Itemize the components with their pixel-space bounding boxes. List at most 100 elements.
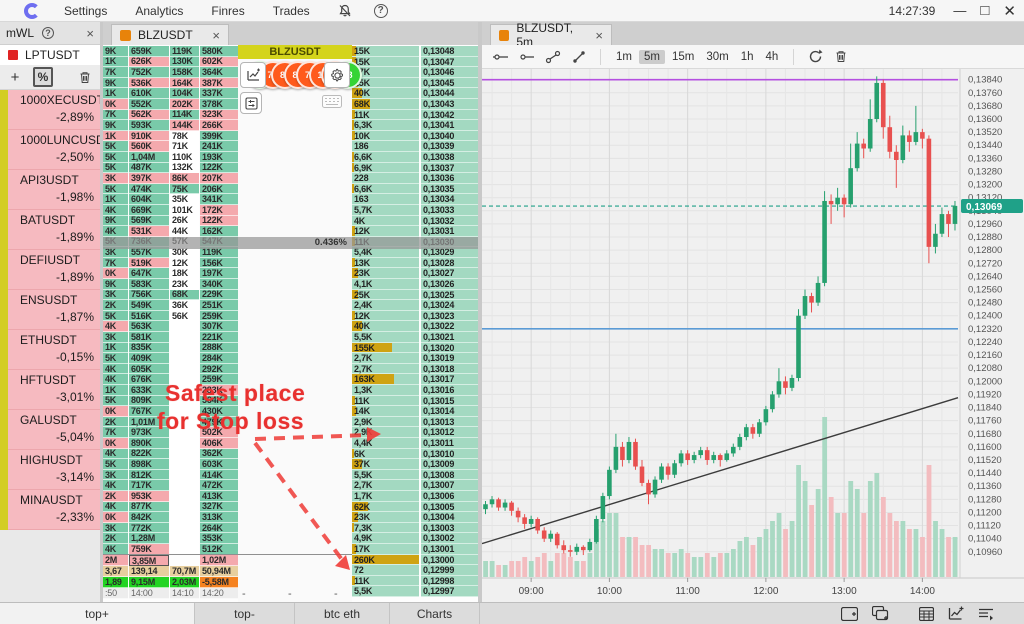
- watchlist-item[interactable]: HFTUSDT -3,01%: [8, 370, 100, 410]
- ladder-size-cell[interactable]: 1,3K: [352, 385, 419, 396]
- watchlist-help-icon[interactable]: ?: [42, 27, 54, 39]
- ladder-price-cell[interactable]: 0,13045: [421, 77, 478, 89]
- horizontal-line-tool-icon[interactable]: [516, 48, 538, 66]
- reload-icon[interactable]: [804, 48, 826, 66]
- ladder-size-cell[interactable]: 11K: [352, 395, 419, 407]
- ladder-size-cell[interactable]: 25K: [352, 77, 419, 89]
- ladder-size-cell[interactable]: 15K: [352, 56, 419, 68]
- ladder-size-cell[interactable]: 4K: [352, 215, 419, 227]
- ladder-size-cell[interactable]: 23K: [352, 512, 419, 523]
- ladder-size-cell[interactable]: 11K: [352, 109, 419, 121]
- ladder-price-cell[interactable]: 0,13006: [421, 490, 478, 502]
- watchlist-item[interactable]: API3USDT -1,98%: [8, 170, 100, 210]
- trend-line-tool-icon[interactable]: [542, 48, 564, 66]
- menu-item-finres[interactable]: Finres: [211, 3, 245, 18]
- ladder-size-cell[interactable]: 2,4K: [352, 300, 419, 311]
- ladder-size-cell[interactable]: 5,5K: [352, 586, 419, 597]
- ladder-size-cell[interactable]: 163K: [352, 374, 419, 385]
- ladder-price-cell[interactable]: 0,13024: [421, 300, 478, 311]
- ladder-size-cell[interactable]: 2,9K: [352, 427, 419, 438]
- ladder-size-cell[interactable]: 163: [352, 194, 419, 205]
- timeframe-15m[interactable]: 15m: [671, 50, 695, 63]
- open-chart-button[interactable]: [240, 62, 266, 88]
- ladder-price-cell[interactable]: 0,13010: [421, 448, 478, 460]
- ladder-size-cell[interactable]: 5,5K: [352, 332, 419, 343]
- ladder-size-cell[interactable]: 40K: [352, 88, 419, 99]
- ladder-size-cell[interactable]: 17K: [352, 67, 419, 78]
- notifications-muted-icon[interactable]: [334, 2, 356, 20]
- ladder-price-cell[interactable]: 0,13014: [421, 406, 478, 417]
- watchlist-item[interactable]: GALUSDT -5,04%: [8, 410, 100, 450]
- add-window-icon[interactable]: [872, 606, 889, 621]
- ladder-price-cell[interactable]: 0,13038: [421, 151, 478, 163]
- ladder-price-cell[interactable]: 0,13013: [421, 416, 478, 428]
- ladder-size-cell[interactable]: 155K: [352, 342, 419, 354]
- menu-item-trades[interactable]: Trades: [272, 3, 310, 18]
- ladder-price-cell[interactable]: 0,13001: [421, 543, 478, 555]
- ladder-price-cell[interactable]: 0,13018: [421, 363, 478, 375]
- ladder-size-cell[interactable]: 7,3K: [352, 522, 419, 534]
- ladder-price-cell[interactable]: 0,12997: [421, 586, 478, 597]
- ladder-price-cell[interactable]: 0,13012: [421, 427, 478, 438]
- ladder-price-cell[interactable]: 0,13034: [421, 194, 478, 205]
- ladder-size-cell[interactable]: 5,4K: [352, 247, 419, 258]
- add-symbol-button[interactable]: +: [10, 68, 20, 86]
- ladder-price-cell[interactable]: 0,13048: [421, 46, 478, 57]
- ladder-price-cell[interactable]: 0,13036: [421, 173, 478, 184]
- add-panel-icon[interactable]: [841, 606, 858, 621]
- ladder-size-cell[interactable]: 25K: [352, 289, 419, 301]
- delete-icon[interactable]: [75, 67, 95, 87]
- ladder-price-cell[interactable]: 0,13032: [421, 215, 478, 227]
- clear-drawings-trash-icon[interactable]: [830, 48, 852, 66]
- menu-item-settings[interactable]: Settings: [64, 3, 108, 18]
- ladder-price-cell[interactable]: 0,13002: [421, 533, 478, 544]
- ladder-size-cell[interactable]: 68K: [352, 98, 419, 110]
- pinned-symbol-row[interactable]: LPTUSDT: [0, 45, 100, 65]
- ladder-price-cell[interactable]: 0,13033: [421, 204, 478, 216]
- ladder-price-cell[interactable]: 0,13042: [421, 109, 478, 121]
- ladder-size-cell[interactable]: 40K: [352, 321, 419, 333]
- timeframe-30m[interactable]: 30m: [706, 50, 729, 63]
- ladder-price-cell[interactable]: 0,13027: [421, 268, 478, 280]
- watchlist-item[interactable]: ENSUSDT -1,87%: [8, 290, 100, 330]
- ladder-price-cell[interactable]: 0,13040: [421, 130, 478, 142]
- workspace-tab-btceth[interactable]: btc eth: [295, 603, 390, 624]
- timeframe-1h[interactable]: 1h: [740, 50, 754, 63]
- workspace-tab-Charts[interactable]: Charts: [390, 603, 480, 624]
- watchlist-item[interactable]: ETHUSDT -0,15%: [8, 330, 100, 370]
- ladder-size-cell[interactable]: 15K: [352, 46, 419, 57]
- watchlist-item[interactable]: BATUSDT -1,89%: [8, 210, 100, 250]
- ladder-price-cell[interactable]: 0,13019: [421, 353, 478, 364]
- ladder-size-cell[interactable]: 4,9K: [352, 533, 419, 544]
- ladder-price-cell[interactable]: 0,13008: [421, 469, 478, 481]
- ladder-size-cell[interactable]: 37K: [352, 459, 419, 470]
- ladder-size-cell[interactable]: 10K: [352, 130, 419, 142]
- chart-tab[interactable]: BLZUSDT, 5m ×: [490, 21, 612, 49]
- ladder-price-cell[interactable]: 0,13039: [421, 141, 478, 152]
- ladder-price-cell[interactable]: 0,13015: [421, 395, 478, 407]
- close-window-button[interactable]: ✕: [1003, 2, 1016, 20]
- ladder-size-cell[interactable]: 2,7K: [352, 480, 419, 491]
- ladder-price-cell[interactable]: 0,13017: [421, 374, 478, 385]
- ladder-size-cell[interactable]: 5,7K: [352, 204, 419, 216]
- ladder-price-cell[interactable]: 0,13023: [421, 310, 478, 322]
- watchlist-item[interactable]: MINAUSDT -2,33%: [8, 490, 100, 530]
- dom-tab-close-icon[interactable]: ×: [212, 27, 220, 43]
- watchlist-item[interactable]: HIGHUSDT -3,14%: [8, 450, 100, 490]
- ladder-price-cell[interactable]: 0,13044: [421, 88, 478, 99]
- ladder-size-cell[interactable]: 186: [352, 141, 419, 152]
- ladder-size-cell[interactable]: 11K: [352, 575, 419, 587]
- data-table-icon[interactable]: [919, 606, 934, 621]
- help-icon[interactable]: ?: [370, 2, 392, 20]
- ladder-size-cell[interactable]: 2,7K: [352, 353, 419, 364]
- ladder-size-cell[interactable]: 228: [352, 173, 419, 184]
- ladder-price-cell[interactable]: 0,13047: [421, 56, 478, 68]
- ladder-price-cell[interactable]: 0,13003: [421, 522, 478, 534]
- order-list-icon[interactable]: [978, 607, 994, 621]
- timeframe-5m[interactable]: 5m: [638, 49, 665, 64]
- ladder-size-cell[interactable]: 1,7K: [352, 490, 419, 502]
- price-chart[interactable]: 0,10960 0,11040 0,11120 0,11200 0,11280 0,113…: [482, 69, 1024, 602]
- chart-tab-close-icon[interactable]: ×: [595, 27, 603, 43]
- maximize-button[interactable]: □: [980, 2, 990, 19]
- ladder-price-cell[interactable]: 0,13000: [421, 554, 478, 566]
